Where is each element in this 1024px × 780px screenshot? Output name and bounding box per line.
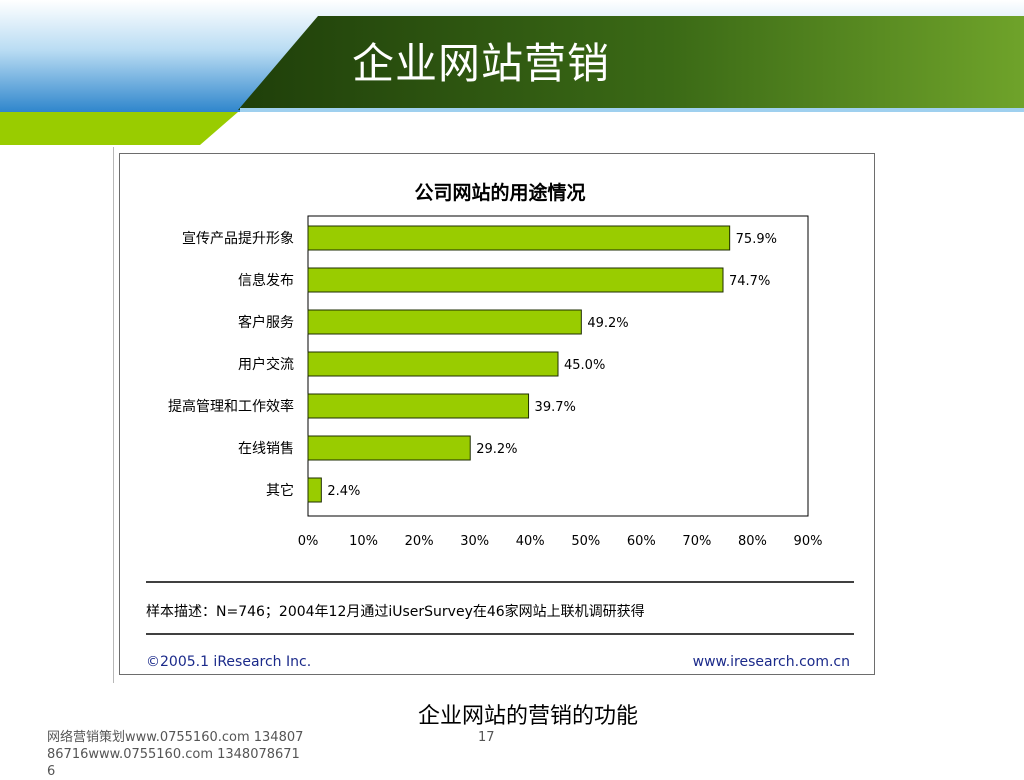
- x-tick-label: 90%: [794, 534, 823, 549]
- chart-title: 公司网站的用途情况: [414, 181, 585, 204]
- data-label: 45.0%: [564, 358, 605, 373]
- x-tick-label: 40%: [516, 534, 545, 549]
- x-tick-label: 60%: [627, 534, 656, 549]
- data-label: 49.2%: [587, 316, 628, 331]
- category-label: 其它: [266, 482, 294, 499]
- page-number: 17: [478, 730, 495, 745]
- left-rule: [113, 147, 114, 683]
- data-label: 2.4%: [327, 484, 360, 499]
- bar-chart: 公司网站的用途情况 75.9% 74.7% 49.2% 45.0% 39.7% 29.2%…: [146, 181, 854, 670]
- x-tick-label: 20%: [405, 534, 434, 549]
- bar: [307, 435, 471, 461]
- copyright-text: ©2005.1 iResearch Inc.: [146, 654, 311, 670]
- bars-layer: 75.9% 74.7% 49.2% 45.0% 39.7% 29.2% 2.4%: [307, 225, 777, 503]
- data-label: 75.9%: [736, 232, 777, 247]
- slide-title: 企业网站营销: [352, 39, 611, 88]
- chart-caption: 企业网站的营销的功能: [418, 704, 639, 729]
- x-tick-label: 10%: [349, 534, 378, 549]
- footer-text: 网络营销策划www.0755160.com 13480786716www.075…: [47, 730, 304, 779]
- category-label: 宣传产品提升形象: [182, 231, 294, 247]
- x-tick-labels: 0% 10% 20% 30% 40% 50% 60% 70% 80% 90%: [298, 534, 823, 549]
- data-label: 29.2%: [476, 442, 517, 457]
- banner-divider: [240, 108, 1024, 112]
- banner-lime-band: [0, 112, 238, 145]
- category-label: 客户服务: [238, 314, 294, 331]
- chart-frame: 公司网站的用途情况 75.9% 74.7% 49.2% 45.0% 39.7% 29.2%…: [119, 153, 875, 675]
- sample-note: 样本描述：N=746；2004年12月通过iUserSurvey在46家网站上联…: [146, 603, 645, 620]
- category-label: 在线销售: [238, 441, 294, 457]
- category-label: 信息发布: [238, 272, 294, 289]
- bar: [307, 309, 582, 335]
- bar: [307, 267, 724, 293]
- x-tick-label: 0%: [298, 534, 319, 549]
- website-text: www.iresearch.com.cn: [693, 654, 850, 670]
- bar: [307, 393, 530, 419]
- x-tick-label: 80%: [738, 534, 767, 549]
- data-label: 74.7%: [729, 274, 770, 289]
- category-label: 提高管理和工作效率: [168, 398, 294, 415]
- bar: [307, 225, 731, 251]
- x-tick-label: 30%: [460, 534, 489, 549]
- bar: [307, 351, 559, 377]
- bar: [307, 477, 322, 503]
- x-tick-label: 50%: [571, 534, 600, 549]
- category-label: 用户交流: [238, 356, 294, 373]
- data-label: 39.7%: [535, 400, 576, 415]
- header-banner: [0, 0, 1024, 145]
- banner-green-band: [238, 16, 1024, 110]
- x-tick-label: 70%: [682, 534, 711, 549]
